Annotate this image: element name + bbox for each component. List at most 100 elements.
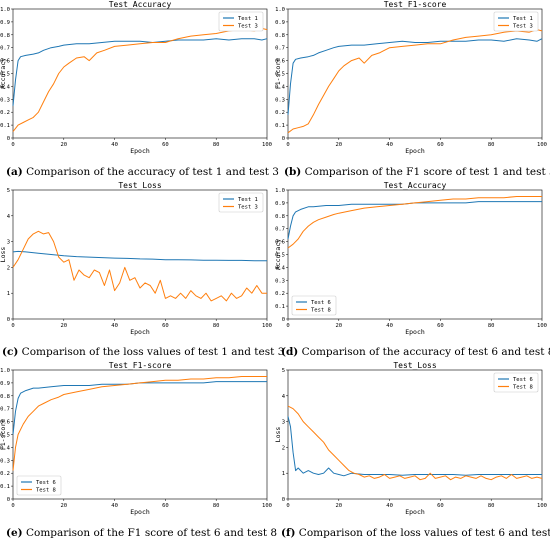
y-tick-label: 0.2 bbox=[0, 110, 10, 116]
y-tick-label: 0 bbox=[282, 136, 285, 142]
y-tick-label: 3 bbox=[282, 420, 285, 426]
y-tick-label: 0.3 bbox=[0, 97, 10, 103]
y-tick-label: 0.5 bbox=[275, 72, 285, 78]
series-line-2 bbox=[12, 230, 267, 302]
chart-c: Test_Loss Epoch Loss 0 20 40 60 80 100 0 1 2 3 4 5 Test… bbox=[0, 181, 272, 336]
y-tick-label: 4 bbox=[7, 214, 11, 220]
x-tick-label: 20 bbox=[335, 503, 342, 509]
series-line-1 bbox=[12, 38, 268, 106]
series-line-1 bbox=[12, 381, 267, 435]
legend-box bbox=[493, 372, 539, 393]
legend-label-2: Test 8 bbox=[311, 308, 331, 314]
caption-b-text: Comparison of the F1 score of test 1 and… bbox=[301, 166, 550, 178]
y-tick-label: 1 bbox=[282, 471, 285, 477]
x-tick-label: 100 bbox=[537, 503, 547, 509]
y-tick-label: 0.7 bbox=[275, 227, 285, 233]
plot-frame bbox=[287, 369, 543, 500]
y-tick-label: 0.7 bbox=[275, 46, 285, 52]
legend-label-1: Test 6 bbox=[311, 300, 331, 306]
y-tick-label: 5 bbox=[7, 188, 10, 194]
y-tick-label: 0.6 bbox=[0, 59, 10, 65]
x-tick-label: 20 bbox=[60, 323, 67, 329]
x-tick-label: 0 bbox=[286, 142, 289, 148]
legend-label-2: Test 3 bbox=[238, 205, 258, 211]
chart-panel-d: Test_Accuracy Epoch Accuracy 0 20 40 60 80 100 0 0… bbox=[274, 181, 550, 343]
legend-label-1: Test 1 bbox=[238, 16, 258, 22]
chart-a: Test_Accuracy Epoch Accuracy 0 20 40 60 80 100 0 0… bbox=[0, 0, 272, 155]
x-axis-label: Epoch bbox=[405, 328, 425, 336]
y-tick-label: 0.4 bbox=[0, 84, 11, 90]
y-tick-label: 0.5 bbox=[0, 72, 10, 78]
x-tick-label: 60 bbox=[437, 503, 444, 509]
legend-box bbox=[291, 295, 337, 316]
chart-b: Test_F1-score Epoch F1-score 0 20 40 60 80 100 0 0… bbox=[274, 0, 547, 155]
x-axis-label: Epoch bbox=[130, 147, 150, 155]
y-tick-label: 0.6 bbox=[275, 59, 285, 65]
legend-box bbox=[493, 11, 539, 32]
caption-d-letter: (d) bbox=[281, 346, 299, 358]
x-tick-label: 40 bbox=[111, 503, 118, 509]
caption-a-letter: (a) bbox=[6, 166, 23, 178]
x-tick-label: 0 bbox=[11, 503, 14, 509]
legend-label-1: Test 1 bbox=[238, 197, 258, 203]
chart-panel-a: Test_Accuracy Epoch Accuracy 0 20 40 60 80 100 0 0… bbox=[0, 0, 275, 162]
y-tick-label: 0.2 bbox=[275, 110, 285, 116]
caption-c: (c) Comparison of the loss values of tes… bbox=[2, 346, 284, 359]
x-tick-label: 20 bbox=[335, 142, 342, 148]
x-tick-label: 40 bbox=[386, 142, 393, 148]
caption-b-letter: (b) bbox=[284, 166, 302, 178]
x-tick-label: 0 bbox=[286, 323, 289, 329]
x-tick-label: 100 bbox=[262, 142, 272, 148]
caption-e-text: Comparison of the F1 score of test 6 and… bbox=[22, 527, 278, 539]
legend-label-2: Test 3 bbox=[513, 24, 533, 30]
y-tick-label: 0 bbox=[7, 497, 10, 503]
x-axis-label: Epoch bbox=[130, 508, 150, 516]
caption-c-letter: (c) bbox=[2, 346, 19, 358]
series-line-2 bbox=[287, 29, 543, 134]
y-tick-label: 0.8 bbox=[275, 214, 285, 220]
chart-panel-c: Test_Loss Epoch Loss 0 20 40 60 80 100 0 1 2 3 4 5 Test… bbox=[0, 181, 275, 343]
y-tick-label: 0.6 bbox=[275, 240, 285, 246]
series-line-2 bbox=[287, 405, 543, 481]
caption-e: (e) Comparison of the F1 score of test 6… bbox=[6, 527, 277, 540]
legend-label-1: Test 6 bbox=[36, 480, 56, 486]
y-tick-label: 0.8 bbox=[275, 33, 285, 39]
chart-panel-f: Test_Loss Epoch Loss 0 20 40 60 80 100 0 1 2 3 4 5 Test… bbox=[274, 361, 550, 523]
series-line-1 bbox=[287, 38, 543, 115]
y-axis-label: Accuracy bbox=[0, 58, 7, 89]
y-axis-label: F1-score bbox=[0, 419, 7, 450]
caption-e-letter: (e) bbox=[6, 527, 23, 539]
series-line-2 bbox=[12, 27, 268, 132]
y-tick-label: 0.3 bbox=[275, 278, 285, 284]
legend-box bbox=[16, 475, 62, 496]
caption-c-text: Comparison of the loss values of test 1 … bbox=[18, 346, 285, 358]
x-tick-label: 80 bbox=[213, 142, 220, 148]
x-tick-label: 80 bbox=[213, 503, 220, 509]
caption-b: (b) Comparison of the F1 score of test 1… bbox=[284, 166, 550, 179]
x-tick-label: 0 bbox=[11, 323, 14, 329]
x-tick-label: 60 bbox=[437, 323, 444, 329]
legend-label-1: Test 6 bbox=[513, 377, 533, 383]
series-line-2 bbox=[12, 376, 267, 471]
y-tick-label: 0.3 bbox=[0, 458, 10, 464]
x-tick-label: 40 bbox=[386, 323, 393, 329]
y-tick-label: 0.9 bbox=[275, 20, 285, 26]
x-tick-label: 60 bbox=[162, 142, 169, 148]
y-tick-label: 0.8 bbox=[0, 394, 10, 400]
x-axis-label: Epoch bbox=[405, 147, 425, 155]
x-tick-label: 60 bbox=[437, 142, 444, 148]
x-tick-label: 20 bbox=[60, 142, 67, 148]
chart-title: Test_F1-score bbox=[109, 361, 172, 370]
y-tick-label: 0.8 bbox=[0, 33, 10, 39]
y-tick-label: 0.9 bbox=[0, 20, 10, 26]
x-tick-label: 80 bbox=[488, 142, 495, 148]
y-tick-label: 1 bbox=[7, 291, 10, 297]
y-tick-label: 0.2 bbox=[0, 471, 10, 477]
y-tick-label: 0.6 bbox=[0, 420, 10, 426]
y-tick-label: 0.5 bbox=[275, 253, 285, 259]
y-tick-label: 0.1 bbox=[0, 484, 10, 490]
chart-title: Test_Accuracy bbox=[109, 0, 172, 9]
series-line-1 bbox=[12, 250, 267, 262]
caption-f-letter: (f) bbox=[281, 527, 296, 539]
x-tick-label: 0 bbox=[11, 142, 14, 148]
